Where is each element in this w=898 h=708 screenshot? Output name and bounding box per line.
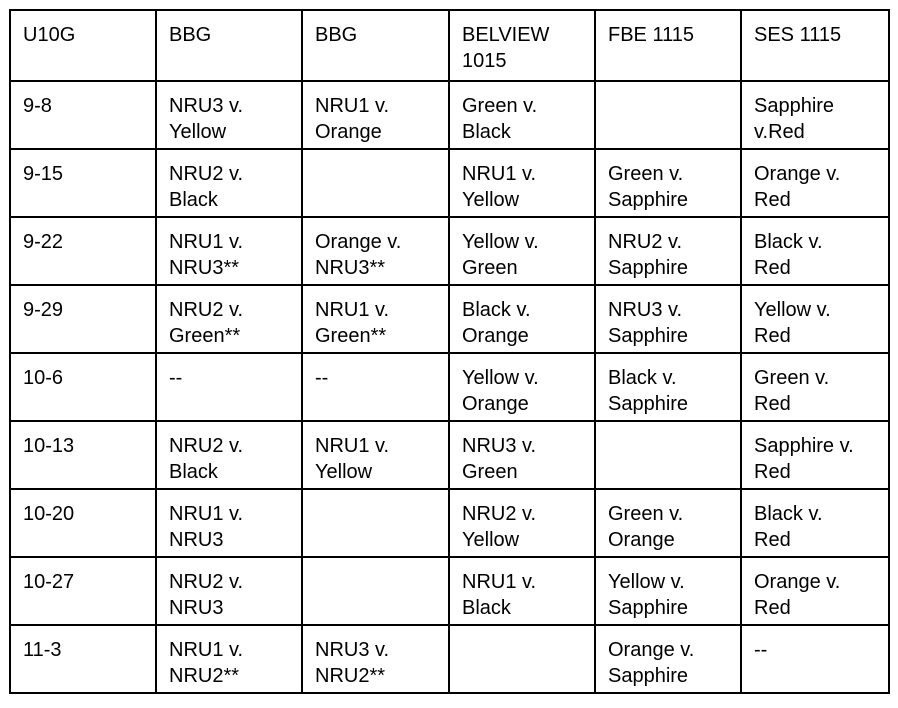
match-cell: NRU3 v. NRU2** — [301, 624, 450, 694]
table-row: 9-29 NRU2 v. Green** NRU1 v. Green** Black … — [9, 284, 890, 354]
match-cell: NRU2 v. Black — [155, 420, 303, 490]
match-cell: NRU2 v. Green** — [155, 284, 303, 354]
match-cell: NRU3 v. Yellow — [155, 80, 303, 150]
match-cell: NRU2 v. Yellow — [448, 488, 596, 558]
table-row: 10-27 NRU2 v. NRU3 NRU1 v. Black Yellow v. … — [9, 556, 890, 626]
header-cell: BELVIEW 1015 — [448, 9, 596, 82]
match-cell: NRU1 v. Yellow — [301, 420, 450, 490]
match-cell — [448, 624, 596, 694]
match-cell: Green v. Sapphire — [594, 148, 742, 218]
match-cell: Yellow v. Green — [448, 216, 596, 286]
table-row: 11-3 NRU1 v. NRU2** NRU3 v. NRU2** Orange v… — [9, 624, 890, 694]
table-row: 10-6 -- -- Yellow v. Orange Black v. Sapphir… — [9, 352, 890, 422]
table-row: 10-13 NRU2 v. Black NRU1 v. Yellow NRU3 v. … — [9, 420, 890, 490]
header-cell: FBE 1115 — [594, 9, 742, 82]
match-cell: Yellow v. Red — [740, 284, 890, 354]
match-cell: NRU1 v. NRU2** — [155, 624, 303, 694]
match-cell: Black v. Sapphire — [594, 352, 742, 422]
table-row: 10-20 NRU1 v. NRU3 NRU2 v. Yellow Green v. … — [9, 488, 890, 558]
date-cell: 9-22 — [9, 216, 157, 286]
header-cell: BBG — [301, 9, 450, 82]
date-cell: 11-3 — [9, 624, 157, 694]
match-cell: Orange v. NRU3** — [301, 216, 450, 286]
date-cell: 9-29 — [9, 284, 157, 354]
header-cell: BBG — [155, 9, 303, 82]
match-cell: NRU2 v. Sapphire — [594, 216, 742, 286]
table-row: 9-22 NRU1 v. NRU3** Orange v. NRU3** Yellow… — [9, 216, 890, 286]
match-cell: Black v. Red — [740, 216, 890, 286]
date-cell: 10-6 — [9, 352, 157, 422]
match-cell: NRU1 v. NRU3** — [155, 216, 303, 286]
date-cell: 9-8 — [9, 80, 157, 150]
match-cell — [301, 488, 450, 558]
date-cell: 10-13 — [9, 420, 157, 490]
match-cell: -- — [155, 352, 303, 422]
match-cell: Yellow v. Sapphire — [594, 556, 742, 626]
table-row: 9-8 NRU3 v. Yellow NRU1 v. Orange Green v. … — [9, 80, 890, 150]
match-cell: Black v. Orange — [448, 284, 596, 354]
table-row: 9-15 NRU2 v. Black NRU1 v. Yellow Green v. … — [9, 148, 890, 218]
date-cell: 9-15 — [9, 148, 157, 218]
match-cell: Sapphire v.Red — [740, 80, 890, 150]
schedule-table: U10G BBG BBG BELVIEW 1015 FBE 1115 SES 1115 9-… — [9, 9, 890, 694]
match-cell — [301, 148, 450, 218]
date-cell: 10-20 — [9, 488, 157, 558]
match-cell: -- — [301, 352, 450, 422]
match-cell: Green v. Black — [448, 80, 596, 150]
match-cell: -- — [740, 624, 890, 694]
match-cell: Green v. Orange — [594, 488, 742, 558]
match-cell: Orange v. Red — [740, 148, 890, 218]
header-cell: SES 1115 — [740, 9, 890, 82]
match-cell: NRU3 v. Sapphire — [594, 284, 742, 354]
match-cell: NRU2 v. NRU3 — [155, 556, 303, 626]
match-cell: Black v. Red — [740, 488, 890, 558]
match-cell — [594, 420, 742, 490]
match-cell — [301, 556, 450, 626]
header-row: U10G BBG BBG BELVIEW 1015 FBE 1115 SES 1115 — [9, 9, 890, 82]
match-cell: NRU1 v. Yellow — [448, 148, 596, 218]
match-cell: NRU2 v. Black — [155, 148, 303, 218]
match-cell: NRU1 v. NRU3 — [155, 488, 303, 558]
match-cell: NRU1 v. Green** — [301, 284, 450, 354]
match-cell: Yellow v. Orange — [448, 352, 596, 422]
match-cell: Orange v. Red — [740, 556, 890, 626]
match-cell: Green v. Red — [740, 352, 890, 422]
match-cell — [594, 80, 742, 150]
match-cell: NRU3 v. Green — [448, 420, 596, 490]
match-cell: Orange v. Sapphire — [594, 624, 742, 694]
date-cell: 10-27 — [9, 556, 157, 626]
header-cell: U10G — [9, 9, 157, 82]
match-cell: NRU1 v. Black — [448, 556, 596, 626]
match-cell: Sapphire v. Red — [740, 420, 890, 490]
match-cell: NRU1 v. Orange — [301, 80, 450, 150]
